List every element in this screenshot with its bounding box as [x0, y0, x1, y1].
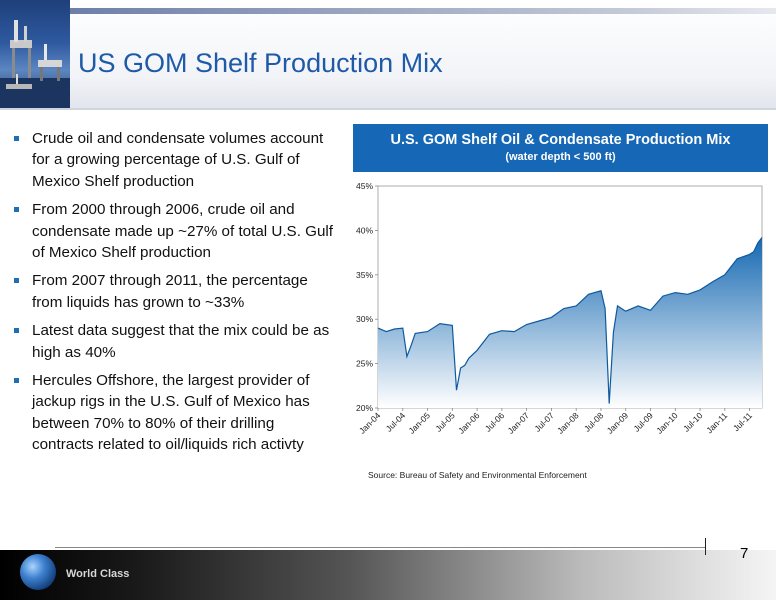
y-tick-label: 25%: [356, 359, 373, 369]
page-title: US GOM Shelf Production Mix: [78, 48, 443, 78]
bullet-list: Crude oil and condensate volumes account…: [12, 128, 334, 463]
footer-band: [0, 550, 776, 600]
chart-title: U.S. GOM Shelf Oil & Condensate Producti…: [390, 132, 731, 148]
bullet-text: Hercules Offshore, the largest provider …: [32, 372, 310, 454]
x-tick-label: Jan-08: [555, 410, 581, 436]
x-tick-label: Jul-04: [384, 410, 408, 434]
x-tick-label: Jan-11: [704, 410, 729, 435]
bullet-marker-icon: [14, 136, 19, 141]
bullet-item: Latest data suggest that the mix could b…: [12, 320, 334, 363]
x-tick-label: Jan-05: [407, 410, 433, 436]
footer: World Class 7: [0, 538, 776, 600]
bullet-marker-icon: [14, 278, 19, 284]
bullet-text: From 2000 through 2006, crude oil and co…: [32, 201, 333, 262]
y-tick-label: 30%: [356, 314, 373, 324]
offshore-rig-photo: [0, 0, 70, 108]
bullet-marker-icon: [14, 378, 19, 384]
y-tick-label: 20%: [356, 403, 373, 413]
footer-divider: [55, 547, 705, 548]
bullet-text: Crude oil and condensate volumes account…: [32, 130, 324, 190]
y-tick-label: 35%: [356, 270, 373, 280]
x-tick-label: Jul-07: [532, 410, 556, 434]
x-tick-label: Jan-04: [357, 410, 383, 436]
chart-subtitle: (water depth < 500 ft): [505, 151, 616, 163]
offshore-rig-icon: [0, 20, 70, 108]
bullet-text: Latest data suggest that the mix could b…: [32, 322, 330, 361]
y-tick-label: 40%: [356, 225, 373, 235]
bullet-marker-icon: [14, 207, 19, 213]
x-tick-label: Jan-07: [506, 410, 532, 436]
bullet-item: From 2007 through 2011, the percentage f…: [12, 270, 334, 313]
bullet-text: From 2007 through 2011, the percentage f…: [32, 272, 308, 311]
page-number: 7: [740, 545, 749, 562]
x-tick-label: Jul-06: [483, 410, 507, 434]
bullet-marker-icon: [14, 328, 19, 334]
header-accent-bar: [70, 8, 776, 14]
x-tick-label: Jul-10: [681, 410, 705, 434]
bullet-item: Hercules Offshore, the largest provider …: [12, 370, 334, 456]
footer-brand: World Class: [66, 568, 130, 580]
source-note: Source: Bureau of Safety and Environment…: [368, 470, 587, 480]
x-tick-label: Jan-09: [605, 410, 631, 436]
x-tick-label: Jan-10: [654, 410, 680, 436]
chart-header: U.S. GOM Shelf Oil & Condensate Producti…: [353, 124, 768, 172]
bullet-item: Crude oil and condensate volumes account…: [12, 128, 334, 192]
bullet-item: From 2000 through 2006, crude oil and co…: [12, 199, 334, 263]
globe-icon: [20, 554, 56, 590]
x-tick-label: Jul-08: [582, 410, 606, 434]
x-tick-label: Jul-05: [433, 410, 457, 434]
x-tick-label: Jan-06: [456, 410, 482, 436]
area-series-fill: [378, 237, 762, 408]
area-series-line: [377, 237, 763, 404]
footer-divider-tick: [705, 538, 706, 555]
production-mix-area-chart: 20%25%30%35%40%45% Jan-04 Jul-04 Jan-05 Jul…: [356, 181, 763, 436]
x-tick-label: Jul-11: [731, 410, 754, 433]
header: US GOM Shelf Production Mix: [0, 0, 776, 110]
y-axis: 20% 25% 30% 35% 40% 45%: [356, 181, 378, 413]
x-tick-label: Jul-09: [631, 410, 655, 434]
y-tick-label: 45%: [356, 181, 373, 191]
x-axis: Jan-04 Jul-04 Jan-05 Jul-05 Jan-06 Jul-06 Jan-…: [357, 408, 754, 436]
